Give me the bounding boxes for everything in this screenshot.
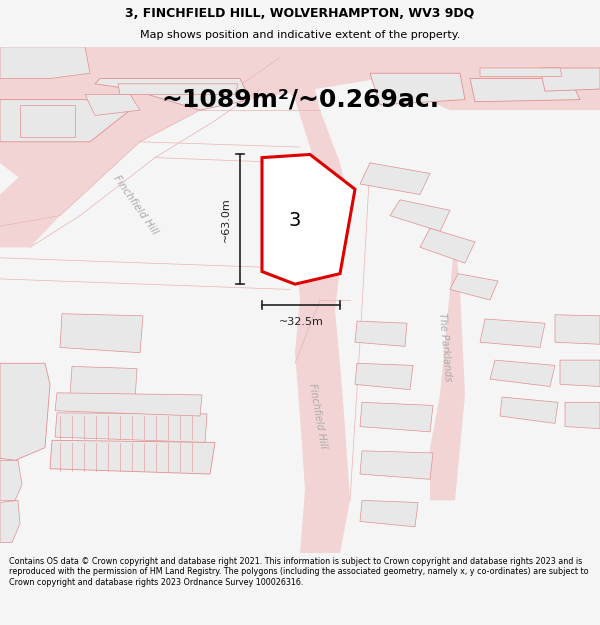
Polygon shape <box>450 274 498 300</box>
Polygon shape <box>0 501 20 542</box>
Polygon shape <box>360 451 433 479</box>
Polygon shape <box>480 68 562 76</box>
Polygon shape <box>370 73 465 105</box>
Polygon shape <box>0 99 130 142</box>
Text: The Parklands: The Parklands <box>437 312 453 382</box>
Polygon shape <box>360 501 418 527</box>
Text: ~1089m²/~0.269ac.: ~1089m²/~0.269ac. <box>161 88 439 112</box>
Polygon shape <box>480 319 545 348</box>
Polygon shape <box>290 268 350 553</box>
Polygon shape <box>20 105 75 136</box>
Polygon shape <box>240 47 350 300</box>
Polygon shape <box>0 47 200 99</box>
Text: ~63.0m: ~63.0m <box>221 197 231 242</box>
Text: 3: 3 <box>289 211 301 231</box>
Polygon shape <box>55 413 207 442</box>
Text: Finchfield Hill: Finchfield Hill <box>307 382 329 449</box>
Polygon shape <box>0 47 250 248</box>
Text: 3, FINCHFIELD HILL, WOLVERHAMPTON, WV3 9DQ: 3, FINCHFIELD HILL, WOLVERHAMPTON, WV3 9… <box>125 7 475 19</box>
Polygon shape <box>118 84 238 94</box>
Polygon shape <box>500 397 558 423</box>
Polygon shape <box>560 360 600 386</box>
Text: Contains OS data © Crown copyright and database right 2021. This information is : Contains OS data © Crown copyright and d… <box>9 557 589 586</box>
Polygon shape <box>420 228 475 263</box>
Polygon shape <box>60 314 143 352</box>
Polygon shape <box>50 440 215 474</box>
Polygon shape <box>0 460 22 501</box>
Polygon shape <box>360 402 433 432</box>
Polygon shape <box>565 402 600 429</box>
Polygon shape <box>262 154 355 284</box>
Polygon shape <box>355 363 413 389</box>
Polygon shape <box>555 315 600 344</box>
Polygon shape <box>0 47 90 79</box>
Text: ~32.5m: ~32.5m <box>278 317 323 327</box>
Text: Map shows position and indicative extent of the property.: Map shows position and indicative extent… <box>140 30 460 40</box>
Polygon shape <box>130 47 600 110</box>
Polygon shape <box>355 321 407 346</box>
Polygon shape <box>0 363 50 460</box>
Polygon shape <box>70 366 137 400</box>
Polygon shape <box>430 237 465 501</box>
Polygon shape <box>490 360 555 386</box>
Polygon shape <box>360 163 430 194</box>
Polygon shape <box>390 200 450 231</box>
Polygon shape <box>95 79 250 110</box>
Text: Finchfield Hill: Finchfield Hill <box>111 174 159 237</box>
Polygon shape <box>55 393 202 416</box>
Polygon shape <box>85 94 140 116</box>
Polygon shape <box>540 68 600 91</box>
Polygon shape <box>470 79 580 102</box>
Polygon shape <box>0 47 190 179</box>
